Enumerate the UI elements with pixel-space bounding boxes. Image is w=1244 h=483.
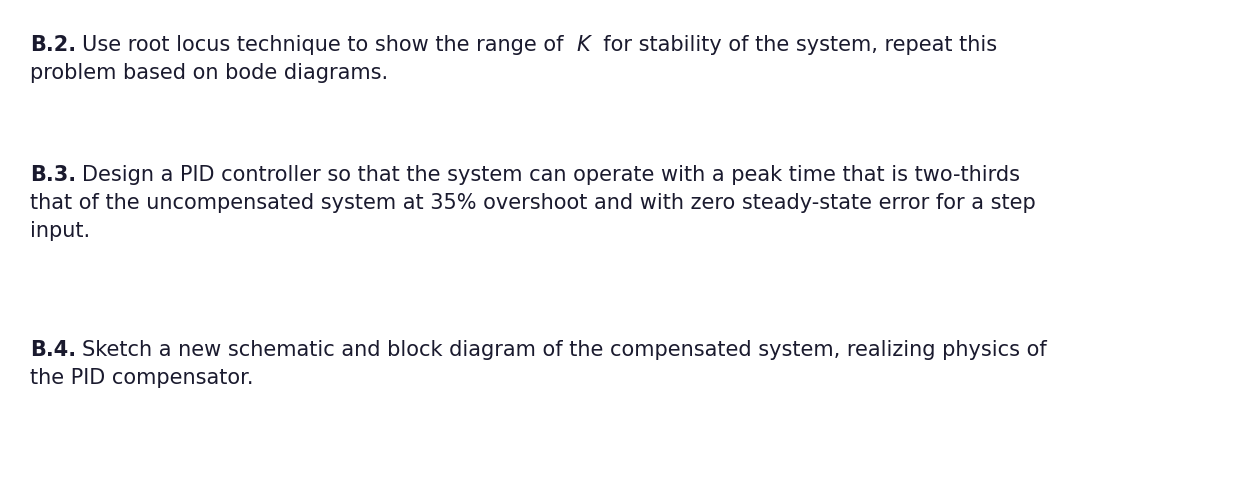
Text: B.2.: B.2. <box>30 35 76 55</box>
Text: that of the uncompensated system at 35% overshoot and with zero steady-state err: that of the uncompensated system at 35% … <box>30 193 1036 213</box>
Text: B.3.: B.3. <box>30 165 76 185</box>
Text: input.: input. <box>30 221 90 241</box>
Text: the PID compensator.: the PID compensator. <box>30 368 254 388</box>
Text: problem based on bode diagrams.: problem based on bode diagrams. <box>30 63 388 83</box>
Text: K: K <box>577 35 591 55</box>
Text: Design a PID controller so that the system can operate with a peak time that is : Design a PID controller so that the syst… <box>82 165 1020 185</box>
Text: B.4.: B.4. <box>30 340 76 360</box>
Text: for stability of the system, repeat this: for stability of the system, repeat this <box>591 35 998 55</box>
Text: Sketch a new schematic and block diagram of the compensated system, realizing ph: Sketch a new schematic and block diagram… <box>82 340 1046 360</box>
Text: Use root locus technique to show the range of: Use root locus technique to show the ran… <box>82 35 577 55</box>
